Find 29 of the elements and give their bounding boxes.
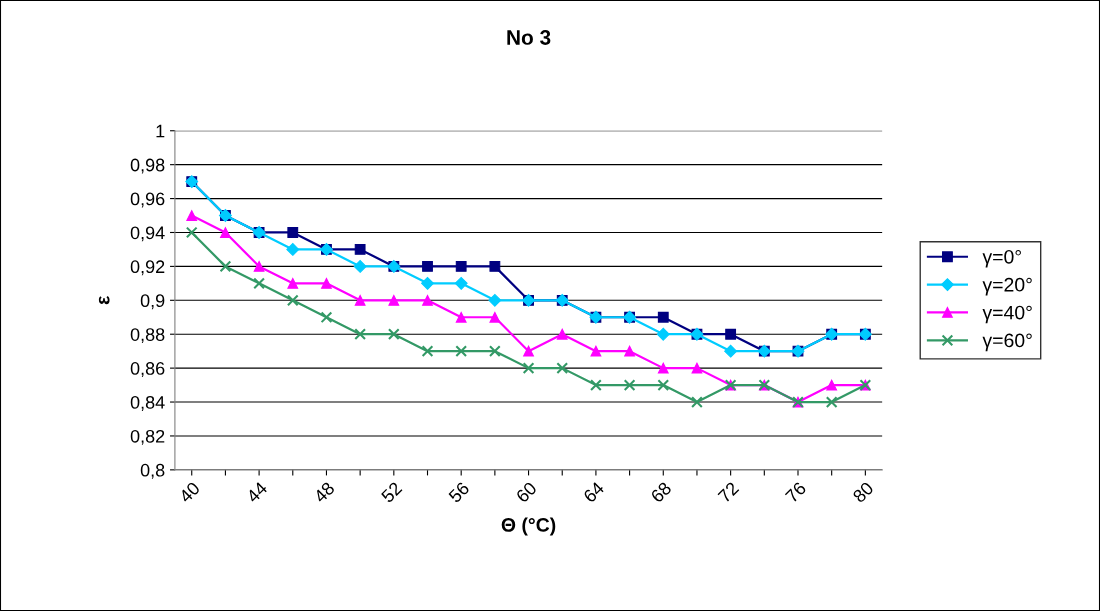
x-tick-label: 72 — [717, 481, 740, 504]
y-axis-title: ε — [98, 296, 110, 305]
x-tick-label: 68 — [650, 481, 673, 504]
y-tick-label: 0,88 — [130, 328, 165, 344]
x-tick-label: 52 — [380, 481, 403, 504]
x-tick-label: 48 — [312, 481, 336, 504]
x-tick-label: 80 — [852, 481, 875, 504]
chart-title: No 3 — [507, 30, 551, 45]
y-tick-label: 0,92 — [130, 260, 165, 276]
y-tick-label: 0,8 — [140, 463, 165, 479]
x-tick-label: 76 — [784, 481, 807, 504]
legend-label: γ=40° — [982, 305, 1032, 324]
x-tick-label: 44 — [245, 481, 268, 504]
legend-label: γ=60° — [982, 333, 1032, 352]
x-tick-label: 56 — [447, 481, 471, 504]
y-tick-label: 1 — [156, 124, 165, 138]
y-tick-label: 0,98 — [130, 158, 165, 174]
x-axis-title: Θ (°C) — [501, 517, 556, 536]
y-tick-label: 0,96 — [130, 192, 165, 208]
y-tick-label: 0,82 — [130, 429, 165, 445]
legend-label: γ=0° — [982, 249, 1021, 268]
y-tick-label: 0,9 — [140, 294, 165, 310]
x-tick-label: 60 — [515, 481, 538, 504]
y-tick-label: 0,86 — [130, 362, 165, 377]
x-tick-label: 64 — [582, 480, 605, 504]
y-tick-label: 0,94 — [130, 226, 165, 242]
y-tick-label: 0,84 — [130, 395, 165, 411]
x-tick-label: 40 — [178, 481, 201, 504]
legend-label: γ=20° — [982, 277, 1032, 296]
